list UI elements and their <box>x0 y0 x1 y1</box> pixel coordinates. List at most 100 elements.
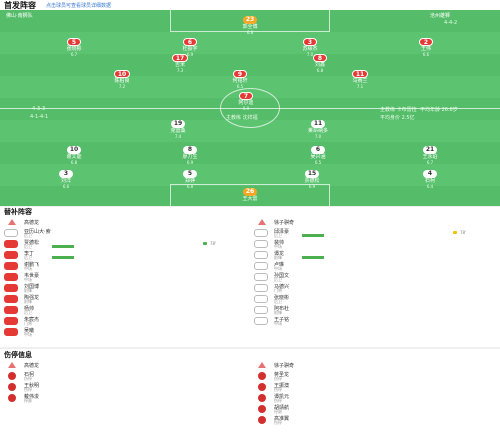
bench-player-row[interactable]: 亚历山大·索 后卫 <box>0 228 250 239</box>
bench-player-row[interactable]: 谭龙 前锋 <box>250 250 500 261</box>
bench-player-name: 亚历山大·索 <box>24 229 51 235</box>
bench-player-position: 中场 <box>24 277 32 282</box>
jersey-icon <box>4 262 18 270</box>
away-team-name[interactable]: 沧州雄狮 <box>430 13 451 19</box>
yellow-card-icon <box>453 231 457 234</box>
injury-status: 伤停 <box>274 387 282 392</box>
bench-player-position: 中场 <box>274 266 282 271</box>
sub-in-bar <box>302 256 324 259</box>
coach-name: 徐子骐奇 <box>274 363 295 369</box>
bench-player-row[interactable]: 裴帅 中场 <box>250 239 500 250</box>
bench-player-row[interactable]: 李丁 后卫 <box>0 250 250 261</box>
player-card[interactable]: 7 阿尔迪 6.9 <box>216 92 276 111</box>
player-card[interactable]: 2 王伟 6.6 <box>396 38 456 57</box>
sub-in-icon <box>203 242 207 245</box>
bench-player-row[interactable]: 谢鹏飞 中场 <box>0 261 250 272</box>
player-name: 刘鑫 <box>314 62 325 68</box>
player-card[interactable]: 6 杜振宇 6.9 <box>160 38 220 57</box>
bench-player-row[interactable]: 刘国博 前锋 <box>0 283 250 294</box>
pitch-stripe <box>0 76 500 98</box>
injured-player-name: 蒋圣龙 <box>274 372 290 378</box>
injured-player-name: 高准翼 <box>274 416 290 422</box>
bench-player-name: 阿布杜 <box>274 306 290 312</box>
bench-player-row[interactable]: 马德兴 门将 <box>250 283 500 294</box>
bench-player-position: 后卫 <box>274 233 282 238</box>
injured-player-name: 谭凯元 <box>274 394 290 400</box>
injury-left-column: 高德龙 石柯 伤停 王秋明 伤停 戴伟浚 停赛 <box>0 360 250 404</box>
player-card[interactable]: 10 陈柏良 7.2 <box>92 70 152 89</box>
player-card[interactable]: 4 石柯 6.4 <box>400 170 460 189</box>
bench-player-name: 卢琳 <box>274 262 285 268</box>
jersey-number <box>254 251 268 259</box>
player-card[interactable]: 21 王永珀 6.7 <box>400 146 460 165</box>
player-rating: 6.9 <box>186 52 194 57</box>
player-card[interactable]: 15 贾德松 6.9 <box>282 170 342 189</box>
injury-row[interactable]: 谭凯元 伤停 <box>250 393 500 404</box>
bench-player-row[interactable]: 朱宸杰 门将 <box>0 316 250 327</box>
bench-player-row[interactable]: 杨帅 后卫 <box>0 305 250 316</box>
player-rating: 6.8 <box>186 184 194 189</box>
away-formation: 4-4-2 <box>444 20 458 26</box>
player-card[interactable]: 19 克雷桑 7.4 <box>148 120 208 139</box>
injury-section: 伤停信息 高德龙 石柯 伤停 王秋明 伤停 戴伟浚 停赛 徐子骐奇 蒋圣龙 <box>0 348 500 440</box>
pitch-stripe <box>0 120 500 142</box>
player-card[interactable]: 3 苏缘杰 7.0 <box>280 38 340 57</box>
player-card[interactable]: 11 莱昂纳多 7.0 <box>288 120 348 139</box>
injury-row[interactable]: 王秋明 伤停 <box>0 382 250 393</box>
player-card[interactable]: 5 张晓彬 6.7 <box>44 38 104 57</box>
bench-player-name: 王子铭 <box>274 317 290 323</box>
bench-player-row[interactable]: 邱泽豪 后卫 78' <box>250 228 500 239</box>
player-card[interactable]: 6 吴兴涵 6.5 <box>288 146 348 165</box>
bench-player-row[interactable]: 王子铭 中场 <box>250 316 500 327</box>
bench-player-row[interactable]: 卢琳 中场 <box>250 261 500 272</box>
player-rating: 6.7 <box>70 52 78 57</box>
bench-player-name: 贾德松 <box>24 240 40 246</box>
player-number: 10 <box>113 70 131 78</box>
player-name: 吴兴涵 <box>310 154 326 160</box>
player-number: 21 <box>422 146 438 154</box>
injury-row[interactable]: 高准翼 伤停 <box>250 415 500 426</box>
injury-icon <box>258 394 266 402</box>
home-team-name[interactable]: 佛山·南狮队 <box>6 13 33 19</box>
jersey-number <box>254 317 268 325</box>
bench-player-row[interactable]: 孙国文 后卫 <box>250 272 500 283</box>
player-card[interactable]: 5 郑铮 6.8 <box>160 170 220 189</box>
player-name: 陈柏良 <box>114 78 130 84</box>
jersey-icon <box>4 306 18 314</box>
player-card[interactable]: 8 廖力生 6.9 <box>160 146 220 165</box>
injured-player-name: 石柯 <box>24 372 35 378</box>
player-card[interactable]: 8 刘鑫 6.8 <box>290 54 350 73</box>
bench-player-row[interactable]: 贾德松 后卫 78' <box>0 239 250 250</box>
player-card[interactable]: 10 谢文能 6.8 <box>44 146 104 165</box>
injury-row[interactable]: 胡靖航 停赛 <box>250 404 500 415</box>
player-name: 石柯 <box>424 178 435 184</box>
player-card[interactable]: 23 郭全博 6.8 <box>220 16 280 35</box>
jersey-number <box>254 273 268 281</box>
injury-row[interactable]: 王振澳 伤停 <box>250 382 500 393</box>
player-card[interactable]: 26 王大雷 <box>220 188 280 202</box>
divider <box>0 348 500 349</box>
player-card[interactable]: 17 吉米 7.3 <box>150 54 210 73</box>
injury-status: 伤停 <box>274 420 282 425</box>
injury-right-column: 徐子骐奇 蒋圣龙 伤停 王振澳 伤停 谭凯元 伤停 胡靖航 停赛 高准翼 伤停 <box>250 360 500 426</box>
player-number: 5 <box>183 170 197 178</box>
injury-row[interactable]: 石柯 伤停 <box>0 371 250 382</box>
bench-player-row[interactable]: 吴曦 中场 <box>0 327 250 338</box>
bench-player-row[interactable]: 陶强龙 前锋 <box>0 294 250 305</box>
player-card[interactable]: 3 刘洋 6.6 <box>36 170 96 189</box>
player-number: 23 <box>242 16 258 24</box>
player-name: 莱昂纳多 <box>307 128 328 134</box>
player-card[interactable]: 11 马赛兰 7.1 <box>330 70 390 89</box>
coach-row: 徐子骐奇 <box>250 217 500 228</box>
injury-row[interactable]: 戴伟浚 停赛 <box>0 393 250 404</box>
player-number: 7 <box>239 92 253 100</box>
bench-player-row[interactable]: 张晓彬 后卫 <box>250 294 500 305</box>
player-card[interactable]: 9 何铭轩 6.5 <box>210 70 270 89</box>
bench-player-row[interactable]: 韦世豪 中场 <box>0 272 250 283</box>
player-name: 马赛兰 <box>352 78 368 84</box>
injury-row[interactable]: 蒋圣龙 伤停 <box>250 371 500 382</box>
bench-player-row[interactable]: 阿布杜 前锋 <box>250 305 500 316</box>
player-number: 4 <box>423 170 437 178</box>
bench-player-position: 中场 <box>274 244 282 249</box>
hint-text: 点击球员可查看球员详细数据 <box>46 2 112 9</box>
